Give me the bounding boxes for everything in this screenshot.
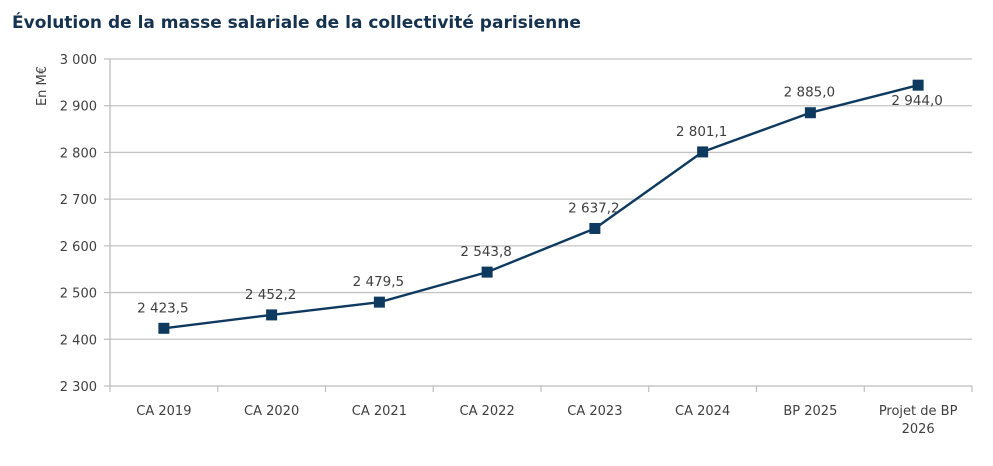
data-point-marker xyxy=(804,107,816,119)
data-label: 2 801,1 xyxy=(676,124,728,140)
chart-title: Évolution de la masse salariale de la co… xyxy=(12,13,581,33)
data-labels: 2 423,5 2 452,2 2 479,5 2 543,8 2 637,2 2 801… xyxy=(137,85,943,317)
x-tick-label-line: 2026 xyxy=(902,422,935,437)
x-tick-label: CA 2022 xyxy=(460,404,515,419)
x-tick-label: BP 2025 xyxy=(783,404,837,419)
x-tick-label: CA 2023 xyxy=(567,404,622,419)
x-tick-label-line: CA 2021 xyxy=(352,404,407,419)
data-label: 2 423,5 xyxy=(137,300,189,316)
series-markers xyxy=(158,79,924,334)
data-point-marker xyxy=(266,309,278,321)
data-point-marker xyxy=(373,296,385,308)
data-label: 2 637,2 xyxy=(568,200,620,216)
y-tick-label: 2 500 xyxy=(60,287,97,302)
y-tick-label: 2 600 xyxy=(60,240,97,255)
y-tick-labels: 2 300 2 400 2 500 2 600 2 700 2 800 2 900 3 000 xyxy=(60,53,97,395)
x-tick-label-line: CA 2019 xyxy=(136,404,191,419)
data-point-marker xyxy=(481,266,493,278)
data-label: 2 944,0 xyxy=(891,93,943,109)
y-tick-label: 2 900 xyxy=(60,100,97,115)
data-point-marker xyxy=(158,322,170,334)
data-point-marker xyxy=(697,146,709,158)
x-tick-label: Projet de BP 2026 xyxy=(879,404,958,437)
x-tick-label-line: CA 2024 xyxy=(675,404,730,419)
data-point-marker xyxy=(589,222,601,234)
x-tick-label-line: CA 2020 xyxy=(244,404,299,419)
x-tick-label: CA 2024 xyxy=(675,404,730,419)
x-tick-label-line: Projet de BP xyxy=(879,404,958,419)
data-label: 2 479,5 xyxy=(353,274,405,290)
data-point-marker xyxy=(912,79,924,91)
y-tick-label: 2 300 xyxy=(60,380,97,395)
x-tick-labels: CA 2019 CA 2020 CA 2021 CA 2022 CA 2023 CA 20… xyxy=(136,404,957,437)
series-line-path xyxy=(163,83,919,330)
x-tick-label: CA 2019 xyxy=(136,404,191,419)
data-label: 2 543,8 xyxy=(460,244,512,260)
data-label: 2 452,2 xyxy=(245,287,297,303)
axes xyxy=(104,58,973,392)
y-tick-label: 3 000 xyxy=(60,53,97,68)
data-label: 2 885,0 xyxy=(784,85,836,101)
x-tick-label-line: BP 2025 xyxy=(783,404,837,419)
series-line xyxy=(163,83,919,330)
y-tick-label: 2 800 xyxy=(60,146,97,161)
x-tick-label: CA 2021 xyxy=(352,404,407,419)
y-tick-label: 2 700 xyxy=(60,193,97,208)
x-tick-label-line: CA 2023 xyxy=(567,404,622,419)
y-tick-label: 2 400 xyxy=(60,333,97,348)
y-axis-title: En M€ xyxy=(35,66,50,106)
x-tick-label: CA 2020 xyxy=(244,404,299,419)
gridlines xyxy=(110,58,972,340)
x-tick-label-line: CA 2022 xyxy=(460,404,515,419)
